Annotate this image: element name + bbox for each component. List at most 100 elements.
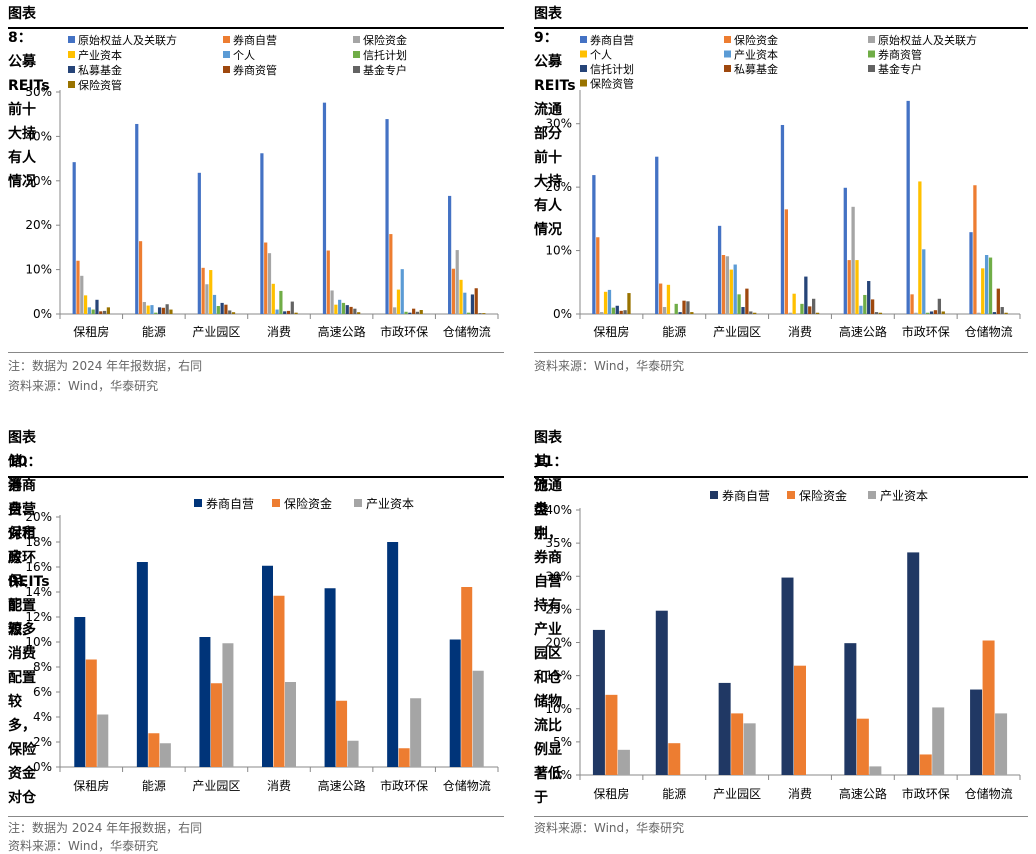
y-tick-label: 20% [25, 510, 52, 524]
legend-label: 产业资本 [78, 48, 122, 62]
bar-3-s0-c3 [262, 565, 273, 767]
legend-label: 个人 [590, 49, 612, 62]
bar-1-s2-c6 [455, 250, 459, 314]
bar-3-s1-c5 [398, 748, 410, 767]
bar-2-s1-c3 [784, 209, 788, 314]
bar-1-s0-c1 [135, 123, 139, 314]
note-rule [8, 352, 504, 353]
legend-swatch [868, 36, 875, 43]
bar-2-s3-c1 [666, 284, 671, 314]
legend-label: 券商资管 [233, 63, 277, 77]
bar-2-s2-c0 [600, 312, 604, 314]
bar-2-s0-c1 [655, 156, 659, 314]
bar-1-s1-c5 [389, 234, 393, 314]
x-tick-label: 消费 [267, 325, 291, 339]
chart-title-fig11-line2: 其他类别 [534, 454, 548, 542]
x-tick-label: 能源 [142, 779, 166, 793]
legend-swatch [68, 81, 75, 88]
note-rule [8, 816, 504, 817]
bar-1-s0-c6 [448, 195, 452, 314]
x-tick-label: 仓储物流 [965, 786, 1013, 801]
bar-2-s6-c1 [678, 312, 682, 314]
bar-2-s1-c4 [847, 260, 851, 314]
bar-3-s2-c6 [472, 670, 484, 767]
bar-2-s9-c1 [690, 312, 694, 314]
bar-2-s4-c4 [859, 305, 863, 314]
bar-3-s0-c5 [387, 542, 399, 767]
bar-3-s2-c1 [159, 743, 171, 767]
note-line: 注：数据为 2024 年年报数据，右同 [8, 821, 203, 835]
x-tick-label: 保租房 [593, 324, 629, 339]
note-line: 注：数据为 2024 年年报数据，右同 [8, 359, 203, 373]
bar-3-s1-c1 [148, 733, 160, 767]
bar-1-s1-c6 [451, 268, 456, 314]
bar-1-s6-c3 [283, 311, 287, 314]
legend-swatch [272, 499, 280, 507]
bar-1-s8-c3 [290, 301, 294, 314]
chart-title-fig8: 图表8： 公募 REITs 前十大持有人情况 [8, 6, 50, 190]
bar-3-s1-c2 [210, 683, 222, 767]
bar-2-s2-c6 [977, 312, 981, 314]
bar-1-s8-c5 [415, 311, 420, 314]
bar-2-s7-c4 [870, 299, 875, 314]
bar-2-s1-c5 [910, 294, 914, 314]
bar-1-s2-c1 [142, 302, 146, 314]
legend-label: 产业资本 [734, 48, 778, 62]
x-tick-label: 高速公路 [318, 324, 366, 339]
bar-2-s7-c6 [996, 288, 1000, 314]
bar-1-s5-c6 [467, 312, 471, 314]
y-tick-label: 6% [33, 685, 52, 699]
bar-1-s4-c4 [338, 299, 342, 314]
bar-4-s1-c3 [794, 665, 806, 775]
bar-2-s8-c3 [812, 298, 816, 314]
y-tick-label: 40% [25, 129, 52, 143]
x-tick-label: 产业园区 [713, 325, 761, 339]
title-rule [534, 27, 1028, 29]
y-tick-label: 16% [25, 560, 52, 574]
legend-label: 信托计划 [363, 48, 407, 62]
bar-1-s4-c2 [212, 294, 217, 314]
bar-1-s7-c6 [474, 288, 478, 314]
bar-3-s2-c4 [347, 740, 359, 767]
legend-swatch [223, 66, 230, 73]
bar-2-s9-c5 [941, 311, 945, 314]
bar-4-s2-c0 [617, 749, 630, 775]
y-tick-label: 5% [553, 735, 572, 749]
bar-1-s6-c6 [470, 294, 475, 314]
bar-1-s5-c0 [91, 309, 95, 314]
bar-3-s1-c6 [461, 587, 473, 767]
legend-label: 私募基金 [734, 62, 778, 76]
bar-2-s0-c5 [906, 100, 910, 314]
bar-3-s2-c5 [410, 698, 422, 767]
bar-1-s7-c0 [99, 311, 103, 314]
bar-2-s9-c3 [815, 312, 820, 314]
bar-1-s0-c3 [260, 153, 264, 314]
bar-1-s4-c5 [400, 269, 404, 314]
bar-2-s4-c6 [984, 255, 989, 314]
y-tick-label: 10% [545, 244, 572, 258]
bar-4-s0-c5 [907, 552, 920, 775]
bar-1-s9-c4 [357, 312, 361, 314]
legend-swatch [68, 51, 75, 58]
legend-label: 券商自营 [206, 496, 254, 511]
legend-swatch [868, 50, 875, 58]
x-tick-label: 市政环保 [902, 786, 950, 801]
bar-1-s9-c2 [231, 312, 236, 314]
bar-1-s5-c5 [404, 311, 408, 314]
bar-2-s6-c5 [929, 311, 934, 314]
bar-1-s3-c2 [209, 270, 213, 314]
bar-3-s2-c3 [285, 682, 296, 767]
bar-1-s8-c2 [228, 310, 232, 314]
bar-1-s7-c4 [349, 306, 353, 314]
bar-3-s1-c0 [85, 659, 97, 767]
legend-swatch [354, 499, 362, 507]
bar-2-s8-c6 [1000, 307, 1004, 314]
bar-1-s1-c3 [264, 242, 268, 314]
x-tick-label: 保租房 [593, 786, 629, 801]
chart-fig10: 0% 2% 4% 6% 8% 10% 12% 14% 16% 18% 20% 保租房 能源 产业园区 消费 高… [25, 496, 499, 793]
bar-3-s0-c0 [74, 617, 86, 767]
bar-1-s7-c3 [286, 310, 291, 314]
y-tick-label: 20% [25, 218, 52, 232]
legend-label: 券商资管 [878, 48, 922, 62]
